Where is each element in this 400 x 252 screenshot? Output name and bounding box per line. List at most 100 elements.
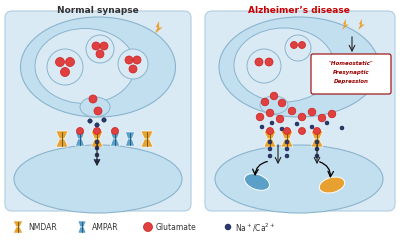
Circle shape [315,140,319,144]
Circle shape [96,51,104,59]
Ellipse shape [260,97,288,115]
Circle shape [56,58,64,67]
Circle shape [285,140,289,144]
Circle shape [298,114,306,121]
Polygon shape [56,139,68,147]
Circle shape [295,122,299,127]
Circle shape [285,36,311,62]
Ellipse shape [80,98,110,117]
Circle shape [66,58,74,67]
Text: Presynaptic: Presynaptic [333,70,369,75]
Circle shape [266,128,274,135]
Text: Glutamate: Glutamate [156,223,197,232]
Polygon shape [342,20,349,31]
Circle shape [268,154,272,158]
Polygon shape [264,139,276,147]
Ellipse shape [14,145,182,213]
Circle shape [270,93,278,100]
Text: Depression: Depression [334,79,368,84]
Ellipse shape [215,145,383,213]
Circle shape [266,110,274,117]
Circle shape [95,123,99,128]
Circle shape [88,119,92,124]
Circle shape [290,42,298,49]
Polygon shape [110,139,120,146]
Circle shape [125,57,133,65]
Circle shape [285,147,289,151]
Circle shape [276,116,284,123]
Circle shape [247,50,281,84]
Circle shape [256,114,264,121]
Ellipse shape [20,18,176,117]
Polygon shape [76,133,84,139]
Polygon shape [78,227,86,233]
Polygon shape [56,132,68,139]
Text: Alzheimer’s disease: Alzheimer’s disease [248,6,350,15]
Ellipse shape [234,29,334,103]
Circle shape [95,140,99,144]
Circle shape [260,125,264,130]
Ellipse shape [319,177,345,193]
Text: "Homeostatic": "Homeostatic" [329,61,373,66]
Circle shape [95,159,99,163]
Polygon shape [91,132,103,139]
Circle shape [255,59,263,67]
Circle shape [298,42,306,49]
Circle shape [129,66,137,74]
Circle shape [118,50,148,80]
Circle shape [60,68,70,77]
Circle shape [94,108,102,115]
Polygon shape [141,132,153,139]
Polygon shape [311,139,323,147]
Ellipse shape [219,18,379,117]
Circle shape [308,109,316,116]
Circle shape [284,128,290,135]
Circle shape [310,125,314,130]
Polygon shape [110,133,120,139]
Polygon shape [78,221,86,227]
Polygon shape [311,132,323,139]
Circle shape [298,128,306,135]
Polygon shape [281,132,293,139]
Circle shape [340,127,344,131]
Circle shape [328,111,336,118]
FancyBboxPatch shape [205,12,395,211]
Circle shape [112,128,118,135]
Text: Na$^+$/Ca$^{2+}$: Na$^+$/Ca$^{2+}$ [235,221,275,233]
Circle shape [314,128,320,135]
Polygon shape [126,139,134,146]
Circle shape [261,99,269,106]
Polygon shape [14,221,22,227]
Circle shape [102,118,106,123]
Polygon shape [126,133,134,139]
Circle shape [95,146,99,150]
Ellipse shape [244,174,270,191]
FancyBboxPatch shape [311,55,391,94]
Circle shape [315,147,319,151]
Circle shape [225,224,231,230]
Circle shape [315,154,319,158]
Polygon shape [14,227,22,233]
Circle shape [86,36,114,64]
Circle shape [133,57,141,65]
Circle shape [100,43,108,51]
Circle shape [265,59,273,67]
Circle shape [270,121,274,125]
Polygon shape [141,139,153,147]
Circle shape [285,154,289,158]
Circle shape [268,140,272,144]
Text: AMPAR: AMPAR [92,223,119,232]
Polygon shape [155,22,163,35]
Circle shape [92,43,100,51]
Circle shape [268,147,272,151]
Ellipse shape [35,29,135,104]
Text: Normal synapse: Normal synapse [57,6,139,15]
Circle shape [47,50,83,86]
Circle shape [325,121,329,125]
Circle shape [95,153,99,158]
Circle shape [288,108,296,115]
Circle shape [318,115,326,122]
Circle shape [144,223,152,232]
Circle shape [280,128,284,132]
Polygon shape [264,132,276,139]
